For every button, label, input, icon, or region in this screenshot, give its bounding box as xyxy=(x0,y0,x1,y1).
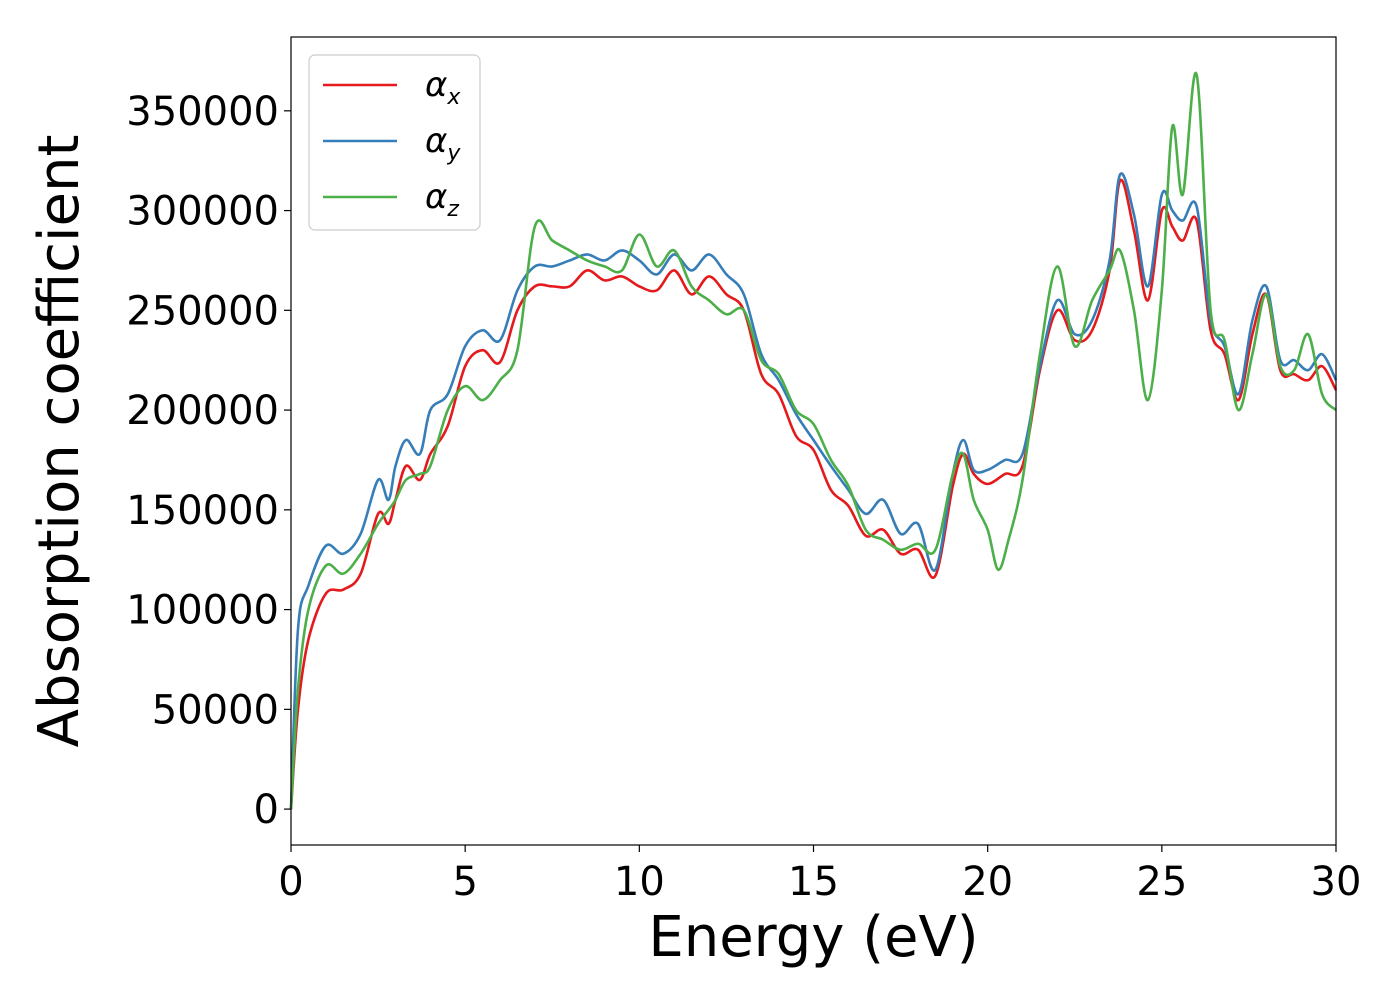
x-tick-label: 25 xyxy=(1136,859,1187,905)
y-tick-label: 350000 xyxy=(126,89,279,135)
y-tick-label: 250000 xyxy=(126,288,279,334)
series-line-y xyxy=(289,172,1338,810)
legend-label-y: αy xyxy=(425,121,461,166)
legend-frame xyxy=(308,54,481,231)
legend-label-z: αz xyxy=(425,177,459,222)
x-axis-ticks: 0 5 10 15 20 25 30 xyxy=(278,845,1361,905)
x-tick-label: 0 xyxy=(278,859,303,905)
legend-label-x: αx xyxy=(425,65,461,110)
y-tick-label: 50000 xyxy=(152,687,279,733)
y-tick-label: 0 xyxy=(254,787,279,833)
y-axis-label: Absorption coefficient xyxy=(27,135,92,748)
y-tick-label: 300000 xyxy=(126,189,279,235)
x-tick-label: 5 xyxy=(452,859,477,905)
series-line-z xyxy=(289,71,1337,810)
y-axis-ticks: 0 50000 100000 150000 200000 250000 300000 3500… xyxy=(126,89,291,833)
y-tick-label: 100000 xyxy=(126,588,279,634)
legend: αx αy αz xyxy=(308,54,481,231)
x-tick-label: 15 xyxy=(788,859,839,905)
series-layer xyxy=(289,71,1338,810)
x-tick-label: 10 xyxy=(614,859,665,905)
x-tick-label: 20 xyxy=(962,859,1013,905)
y-tick-label: 150000 xyxy=(126,488,279,534)
y-tick-label: 200000 xyxy=(126,388,279,434)
x-tick-label: 30 xyxy=(1311,859,1362,905)
x-axis-label: Energy (eV) xyxy=(648,905,978,970)
series-line-x xyxy=(289,178,1338,810)
